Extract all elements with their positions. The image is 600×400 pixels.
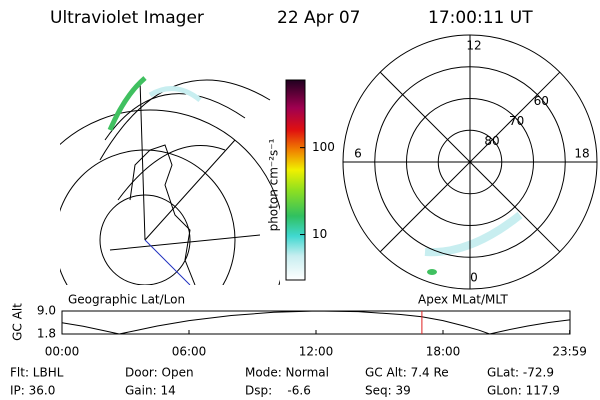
colorbar-tick-label: 10 <box>312 227 327 241</box>
lat-label: 60 <box>534 94 549 108</box>
colorbar-label: photon cm⁻²s⁻¹ <box>267 138 281 231</box>
title: Ultraviolet Imager <box>50 8 204 28</box>
polar-plot: 80 70 60 0 6 12 18 <box>342 34 598 290</box>
status-field: Gain: 14 <box>125 384 176 398</box>
x-tick-label: 12:00 <box>299 345 334 359</box>
status-field: Dsp: -6.6 <box>245 384 311 398</box>
mlt-label: 0 <box>470 271 478 285</box>
status-field: GLat: -72.9 <box>487 366 554 380</box>
time: 17:00:11 UT <box>428 8 533 28</box>
lat-ring <box>437 129 503 195</box>
x-tick-label: 18:00 <box>426 345 461 359</box>
status-field: Mode: Normal <box>245 366 329 380</box>
y-tick-label: 1.8 <box>37 327 56 341</box>
x-tick-label: 00:00 <box>45 345 80 359</box>
x-tick-label: 06:00 <box>172 345 207 359</box>
lat-label: 70 <box>509 114 524 128</box>
colorbar-frame <box>285 79 306 281</box>
left-label: Geographic Lat/Lon <box>68 293 185 307</box>
status-field: Flt: LBHL <box>10 366 64 380</box>
geographic-map <box>60 76 280 285</box>
status-field: Seq: 39 <box>365 384 411 398</box>
lat-ring <box>406 98 534 226</box>
y-axis-label: GC Alt <box>11 303 25 341</box>
x-tick-label: 23:59 <box>552 345 587 359</box>
status-field: Door: Open <box>125 366 194 380</box>
lat-label: 80 <box>484 134 499 148</box>
y-tick-label: 9.0 <box>37 304 56 318</box>
colorbar <box>286 80 305 280</box>
mlt-label: 18 <box>574 147 589 161</box>
mlt-label: 6 <box>354 147 362 161</box>
right-label: Apex MLat/MLT <box>418 293 508 307</box>
colorbar-tick-label: 100 <box>312 140 335 154</box>
date: 22 Apr 07 <box>277 8 360 28</box>
status-field: GLon: 117.9 <box>487 384 560 398</box>
status-field: IP: 36.0 <box>10 384 55 398</box>
mlt-label: 12 <box>466 39 481 53</box>
altitude-curve <box>61 310 570 335</box>
lat-ring <box>374 66 566 258</box>
status-field: GC Alt: 7.4 Re <box>365 366 449 380</box>
